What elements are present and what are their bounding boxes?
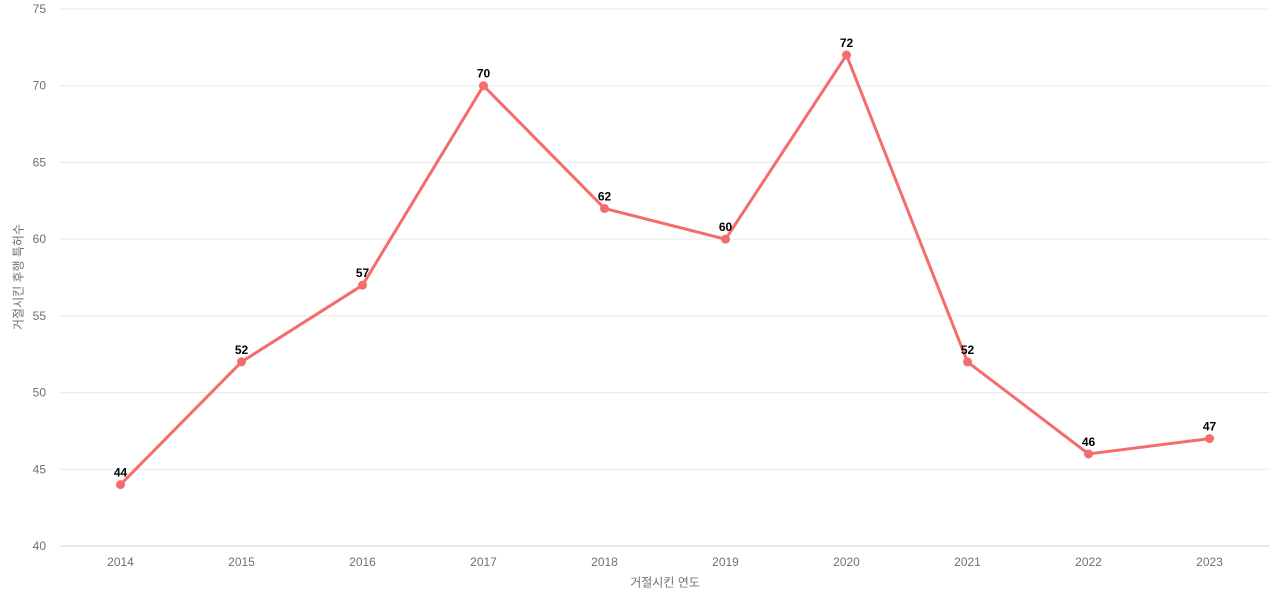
data-point[interactable]	[116, 480, 125, 490]
y-axis-title: 거절시킨 후행 특허수	[11, 223, 26, 331]
data-point-label: 72	[840, 36, 854, 50]
data-point[interactable]	[358, 280, 367, 290]
data-point[interactable]	[237, 357, 246, 367]
data-point-label: 46	[1082, 435, 1096, 449]
series-line	[119, 53, 1211, 487]
data-point-label: 70	[477, 67, 491, 81]
x-tick-label: 2019	[712, 555, 739, 569]
data-point-label: 57	[356, 266, 370, 280]
data-point-label: 52	[235, 343, 249, 357]
x-tick-label: 2015	[228, 555, 255, 569]
y-tick-label: 45	[33, 462, 47, 476]
data-point-label: 62	[598, 189, 612, 203]
y-tick-label: 55	[33, 309, 47, 323]
data-point-label: 47	[1203, 420, 1217, 434]
data-point[interactable]	[721, 234, 730, 244]
x-tick-label: 2022	[1075, 555, 1102, 569]
y-tick-label: 75	[33, 2, 47, 16]
x-tick-label: 2016	[349, 555, 376, 569]
data-point-label: 44	[114, 466, 128, 480]
x-tick-label: 2017	[470, 555, 497, 569]
x-tick-label: 2020	[833, 555, 860, 569]
y-tick-label: 40	[33, 539, 47, 553]
x-tick-label: 2021	[954, 555, 981, 569]
x-tick-label: 2014	[107, 555, 134, 569]
x-axis-title: 거절시킨 연도	[630, 575, 700, 590]
x-tick-label: 2018	[591, 555, 618, 569]
data-point[interactable]	[963, 357, 972, 367]
y-tick-label: 70	[33, 79, 47, 93]
data-point[interactable]	[1205, 434, 1214, 444]
data-point[interactable]	[1084, 449, 1093, 459]
x-tick-label: 2023	[1196, 555, 1223, 569]
y-tick-label: 65	[33, 155, 47, 169]
data-point-label: 52	[961, 343, 975, 357]
data-point[interactable]	[479, 81, 488, 91]
y-tick-label: 50	[33, 386, 47, 400]
y-tick-label: 60	[33, 232, 47, 246]
data-point-label: 60	[719, 220, 733, 234]
data-point[interactable]	[600, 203, 609, 213]
data-point[interactable]	[842, 50, 851, 60]
